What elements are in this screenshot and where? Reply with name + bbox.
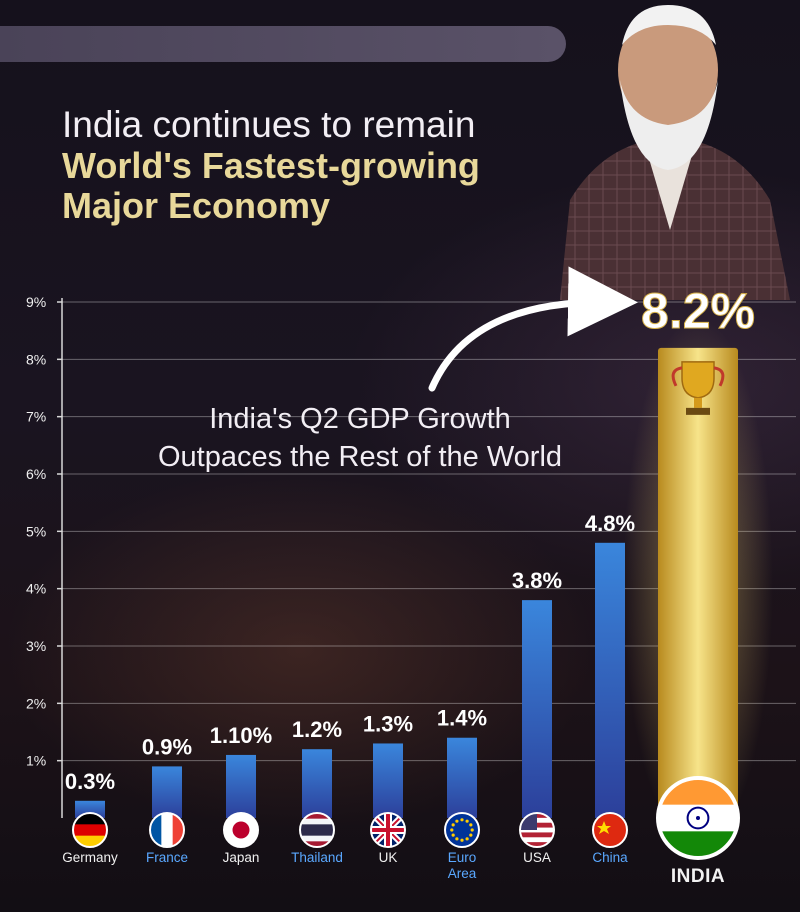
- category-label-euro-area: Euro Area: [447, 850, 477, 881]
- flag-icon-france: [149, 812, 185, 848]
- bar-japan: [226, 754, 256, 818]
- bar-thailand: [302, 749, 332, 818]
- value-label: 1.3%: [363, 711, 413, 736]
- flag-icon-usa: [519, 812, 555, 848]
- category-label-usa: USA: [523, 850, 551, 865]
- bar-uk: [373, 743, 403, 818]
- y-tick-label: 1%: [26, 753, 46, 769]
- flag-icon-india: [656, 776, 740, 860]
- y-tick-label: 4%: [26, 581, 46, 597]
- bar-euro-area: [447, 737, 477, 818]
- value-label: 0.9%: [142, 734, 192, 759]
- y-tick-label: 7%: [26, 409, 46, 425]
- y-tick-label: 6%: [26, 466, 46, 482]
- category-label-france: France: [145, 850, 189, 865]
- value-label: 4.8%: [585, 511, 635, 536]
- value-label: 8.2%: [641, 283, 755, 339]
- headline-line-3: Major Economy: [62, 185, 331, 226]
- value-label: 1.2%: [292, 717, 342, 742]
- flag-icon-thailand: [299, 812, 335, 848]
- top-banner-bar: [0, 26, 566, 62]
- headline: India continues to remain World's Fastes…: [62, 104, 582, 226]
- category-label-china: China: [592, 850, 628, 865]
- flag-icon-japan: [223, 812, 259, 848]
- flag-icon-germany: [72, 812, 108, 848]
- y-tick-label: 5%: [26, 523, 46, 539]
- category-label-japan: Japan: [222, 850, 260, 865]
- category-label-germany: Germany: [62, 850, 118, 865]
- y-tick-label: 3%: [26, 638, 46, 654]
- bar-usa: [522, 600, 552, 818]
- india-category-label: INDIA: [670, 866, 726, 887]
- bar-france: [152, 766, 182, 818]
- y-tick-label: 9%: [26, 294, 46, 310]
- value-label: 1.10%: [210, 723, 272, 748]
- y-tick-label: 8%: [26, 351, 46, 367]
- y-tick-label: 2%: [26, 695, 46, 711]
- flag-icon-china: [592, 812, 628, 848]
- value-label: 3.8%: [512, 568, 562, 593]
- leader-portrait: [560, 5, 790, 300]
- headline-line-2: World's Fastest-growing: [62, 145, 480, 186]
- flag-icon-euro-area: [444, 812, 480, 848]
- flag-icon-uk: [370, 812, 406, 848]
- annotation-line-1: India's Q2 GDP Growth: [209, 403, 511, 435]
- bar-china: [595, 542, 625, 818]
- annotation-line-2: Outpaces the Rest of the World: [157, 441, 563, 473]
- bar-india: [658, 347, 738, 818]
- growth-arrow: [428, 266, 638, 392]
- category-label-uk: UK: [378, 850, 398, 865]
- trophy-icon: [671, 361, 725, 415]
- headline-line-1: India continues to remain: [62, 104, 476, 145]
- value-label: 1.4%: [437, 706, 487, 731]
- value-label: 0.3%: [65, 769, 115, 794]
- category-label-thailand: Thailand: [291, 850, 343, 865]
- annotation: India's Q2 GDP Growth Outpaces the Rest …: [100, 400, 620, 476]
